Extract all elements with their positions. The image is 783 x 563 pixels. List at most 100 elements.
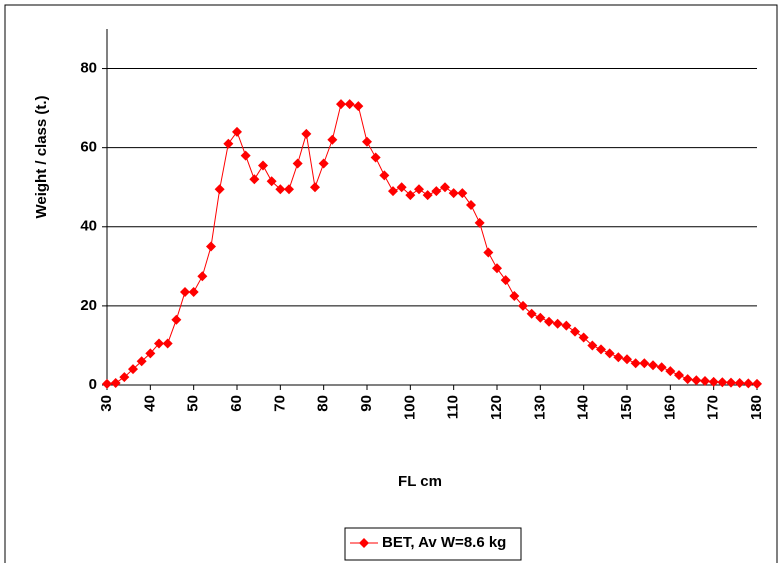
point (318, 158, 329, 169)
point (119, 372, 130, 383)
point (206, 241, 216, 252)
y-tick-label: 0 (89, 376, 97, 393)
point (275, 184, 286, 195)
point (734, 378, 745, 389)
y-tick-label: 60 (80, 139, 97, 156)
point (596, 344, 606, 355)
point (249, 174, 260, 185)
x-tick-label: 150 (618, 395, 635, 420)
point (327, 134, 338, 145)
point (162, 338, 173, 349)
point (232, 126, 242, 137)
point (284, 184, 294, 195)
x-tick-label: 130 (531, 395, 548, 420)
point (509, 291, 520, 301)
y-axis-label: Weight / class (t.) (33, 95, 50, 218)
point (535, 312, 546, 323)
point (171, 314, 182, 325)
point (674, 370, 684, 381)
x-tick-label: 50 (185, 395, 202, 412)
point (466, 200, 476, 211)
y-tick-label: 40 (80, 218, 97, 235)
point (526, 308, 537, 319)
x-tick-label: 120 (488, 395, 505, 420)
point (292, 158, 303, 169)
series-line (106, 103, 758, 385)
point (344, 99, 355, 110)
x-tick-label: 70 (271, 395, 288, 412)
point (700, 376, 710, 387)
y-tick-label: 20 (80, 297, 97, 314)
point (752, 378, 762, 389)
point (405, 190, 416, 201)
point (440, 182, 450, 193)
x-tick-label: 170 (705, 395, 722, 420)
point (743, 378, 754, 389)
legend-label: BET, Av W=8.6 kg (382, 534, 506, 551)
point (639, 358, 650, 369)
point (388, 186, 398, 197)
legend-marker (359, 538, 369, 548)
point (431, 186, 442, 197)
point (154, 338, 164, 349)
point (500, 275, 511, 286)
point (145, 348, 156, 359)
point (570, 326, 580, 337)
point (630, 358, 641, 369)
point (457, 188, 468, 199)
point (561, 320, 572, 331)
point (665, 366, 676, 377)
point (474, 217, 485, 228)
point (214, 184, 225, 195)
point (578, 332, 589, 343)
point (136, 356, 147, 367)
x-tick-label: 160 (661, 395, 678, 420)
point (414, 184, 424, 195)
point (396, 182, 407, 193)
x-tick-label: 40 (141, 395, 158, 412)
x-tick-label: 80 (315, 395, 332, 412)
x-tick-label: 30 (98, 395, 115, 412)
point (552, 318, 563, 329)
point (336, 99, 346, 110)
point (422, 190, 433, 201)
point (240, 150, 251, 161)
point (266, 176, 277, 187)
point (717, 377, 728, 388)
point (188, 287, 199, 298)
x-tick-label: 60 (228, 395, 245, 412)
point (682, 374, 693, 385)
point (518, 300, 528, 311)
point (492, 263, 502, 274)
point (691, 375, 702, 386)
point (128, 364, 138, 375)
point (379, 170, 390, 181)
point (370, 152, 381, 163)
chart-frame (4, 4, 778, 563)
legend-box (344, 527, 522, 561)
point (613, 352, 624, 363)
point (448, 188, 459, 199)
point (726, 377, 736, 388)
x-tick-label: 180 (748, 395, 765, 420)
point (708, 376, 719, 387)
point (180, 287, 190, 298)
point (102, 378, 112, 389)
point (604, 348, 615, 359)
point (587, 340, 598, 351)
point (110, 378, 121, 389)
point (301, 128, 312, 139)
x-tick-label: 90 (358, 395, 375, 412)
point (310, 182, 320, 193)
point (544, 316, 554, 327)
point (258, 160, 268, 171)
point (483, 247, 494, 258)
x-tick-label: 140 (575, 395, 592, 420)
x-tick-label: 110 (445, 395, 462, 419)
point (223, 138, 234, 149)
x-tick-label: 100 (401, 395, 418, 420)
point (622, 354, 632, 365)
point (362, 136, 372, 147)
point (353, 101, 364, 112)
